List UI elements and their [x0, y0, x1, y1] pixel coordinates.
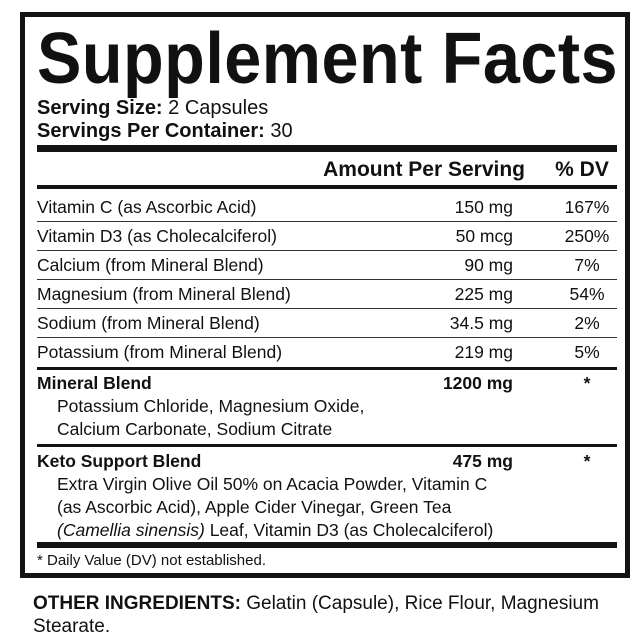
nutrient-amount: 50 mcg: [455, 226, 513, 246]
nutrient-amount: 219 mg: [454, 342, 513, 362]
servings-per-container: Servings Per Container: 30: [37, 120, 293, 143]
nutrient-row: Potassium (from Mineral Blend) 219 mg 5%: [37, 338, 617, 367]
thick-divider: [37, 542, 617, 548]
nutrient-row: Magnesium (from Mineral Blend) 225 mg 54%: [37, 280, 617, 309]
blend-ingredients: Potassium Chloride, Magnesium Oxide,: [57, 396, 365, 416]
blend-dv: *: [583, 451, 591, 471]
nutrient-dv: 7%: [574, 255, 600, 275]
amount-header: Amount Per Serving: [323, 158, 525, 181]
nutrient-amount: 225 mg: [454, 284, 513, 304]
nutrient-name: Potassium (from Mineral Blend): [37, 342, 283, 362]
other-ingredients-value: Gelatin (Capsule), Rice Flour, Magnesium…: [33, 593, 599, 637]
nutrient-dv: 54%: [569, 284, 605, 304]
dv-header: % DV: [555, 158, 609, 181]
blend-ingredients-rest: Leaf, Vitamin D3 (as Cholecalciferol): [204, 520, 494, 540]
nutrient-name: Vitamin D3 (as Cholecalciferol): [37, 226, 277, 246]
blend-ingredients: Calcium Carbonate, Sodium Citrate: [57, 419, 333, 439]
nutrient-name: Vitamin C (as Ascorbic Acid): [37, 197, 257, 217]
other-ingredients: OTHER INGREDIENTS: Gelatin (Capsule), Ri…: [33, 592, 633, 638]
footnote: * Daily Value (DV) not established.: [37, 552, 266, 569]
blend-ingredients: Extra Virgin Olive Oil 50% on Acacia Pow…: [57, 474, 488, 494]
blend-ingredients: (as Ascorbic Acid), Apple Cider Vinegar,…: [57, 497, 452, 517]
nutrient-amount: 150 mg: [454, 197, 513, 217]
thick-divider: [37, 145, 617, 152]
blend-amount: 475 mg: [452, 451, 513, 471]
nutrient-dv: 250%: [564, 226, 610, 246]
nutrient-row: Vitamin C (as Ascorbic Acid) 150 mg 167%: [37, 193, 617, 222]
blend-ingredients: (Camellia sinensis) Leaf, Vitamin D3 (as…: [37, 519, 617, 542]
nutrient-dv: 167%: [564, 197, 610, 217]
nutrient-row: Calcium (from Mineral Blend) 90 mg 7%: [37, 251, 617, 280]
keto-support-blend: Keto Support Blend 475 mg * Extra Virgin…: [37, 450, 617, 542]
mineral-blend: Mineral Blend 1200 mg * Potassium Chlori…: [37, 372, 617, 441]
servings-per-container-label: Servings Per Container:: [37, 120, 265, 142]
blend-dv: *: [583, 373, 591, 393]
nutrient-amount: 34.5 mg: [449, 313, 513, 333]
serving-size-value: 2 Capsules: [168, 97, 269, 119]
nutrient-dv: 2%: [574, 313, 600, 333]
other-ingredients-label: OTHER INGREDIENTS:: [33, 593, 241, 614]
nutrient-row: Vitamin D3 (as Cholecalciferol) 50 mcg 250…: [37, 222, 617, 251]
header-divider: [37, 185, 617, 189]
blend-name: Mineral Blend: [37, 373, 152, 393]
nutrient-dv: 5%: [574, 342, 600, 362]
serving-size-label: Serving Size:: [37, 97, 163, 119]
serving-size: Serving Size: 2 Capsules: [37, 97, 268, 120]
nutrient-row: Sodium (from Mineral Blend) 34.5 mg 2%: [37, 309, 617, 338]
nutrient-name: Sodium (from Mineral Blend): [37, 313, 260, 333]
nutrient-name: Calcium (from Mineral Blend): [37, 255, 264, 275]
blend-amount: 1200 mg: [442, 373, 513, 393]
botanical-name: (Camellia sinensis): [57, 520, 205, 540]
supplement-facts-panel: Supplement Facts Serving Size: 2 Capsule…: [20, 12, 630, 578]
nutrient-amount: 90 mg: [464, 255, 513, 275]
nutrient-name: Magnesium (from Mineral Blend): [37, 284, 291, 304]
panel-title: Supplement Facts: [37, 19, 619, 99]
servings-per-container-value: 30: [270, 120, 293, 142]
blend-name: Keto Support Blend: [37, 451, 202, 471]
blend-divider: [37, 444, 617, 447]
blend-divider: [37, 367, 617, 370]
